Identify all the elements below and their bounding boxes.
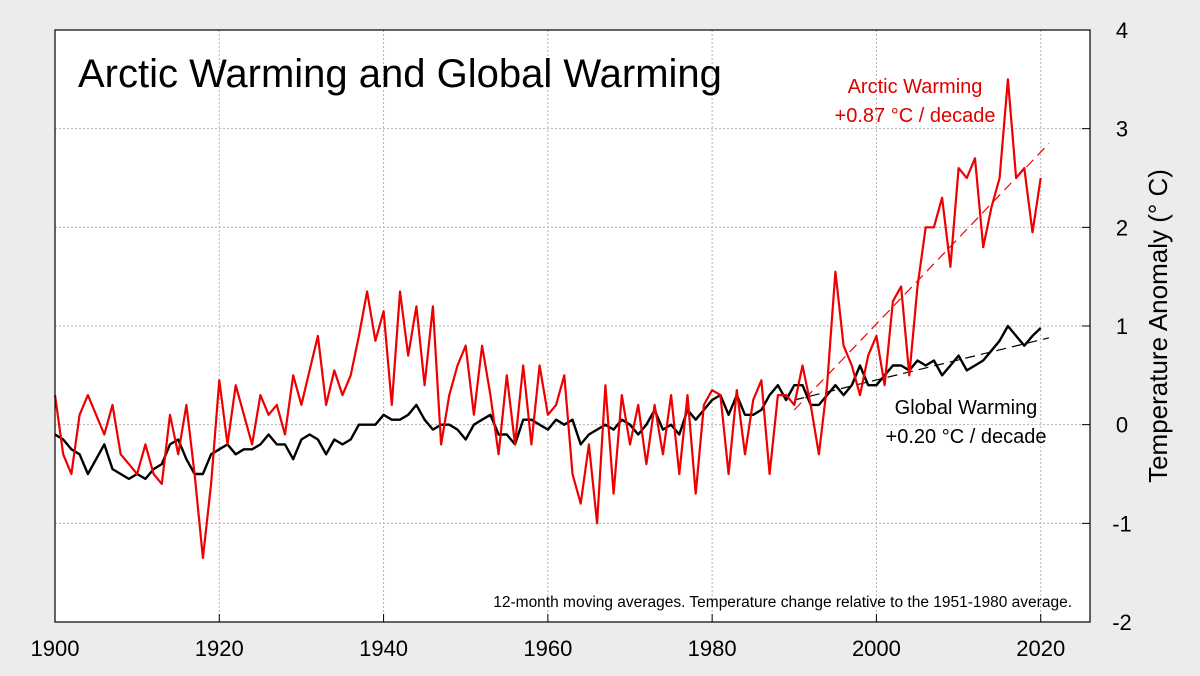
global-annotation-trend: +0.20 °C / decade [886, 426, 1047, 448]
x-tick-label: 1940 [359, 636, 408, 661]
global-annotation-name: Global Warming [895, 397, 1038, 419]
y-axis-labels: 4 3 2 1 0 -1 -2 [1112, 18, 1132, 635]
x-tick-label: 1920 [195, 636, 244, 661]
x-tick-label: 1960 [523, 636, 572, 661]
arctic-trend-line [793, 143, 1050, 411]
x-axis-labels: 1900 1920 1940 1960 1980 2000 2020 [31, 636, 1066, 661]
global-trend-line [794, 337, 1050, 401]
y-tick-label: 2 [1116, 215, 1128, 240]
arctic-series-line [53, 78, 1042, 560]
x-tick-label: 1900 [31, 636, 80, 661]
series-lines [53, 78, 1042, 560]
y-tick-label: -1 [1112, 511, 1132, 536]
y-tick-label: 0 [1116, 413, 1128, 438]
x-tick-label: 2000 [852, 636, 901, 661]
arctic-annotation-name: Arctic Warming [848, 76, 983, 98]
x-tick-label: 2020 [1016, 636, 1065, 661]
axis-ticks [54, 29, 1090, 623]
y-tick-label: 1 [1116, 314, 1128, 339]
y-tick-label: 3 [1116, 117, 1128, 142]
chart-title: Arctic Warming and Global Warming [78, 52, 722, 96]
global-series-line [54, 324, 1042, 481]
trend-lines [793, 143, 1050, 411]
y-tick-label: -2 [1112, 610, 1132, 635]
y-axis-title: Temperature Anomaly (° C) [1143, 169, 1173, 483]
x-tick-label: 1980 [688, 636, 737, 661]
footnote: 12-month moving averages. Temperature ch… [493, 594, 1072, 611]
arctic-annotation-trend: +0.87 °C / decade [835, 105, 996, 127]
y-tick-label: 4 [1116, 18, 1128, 43]
